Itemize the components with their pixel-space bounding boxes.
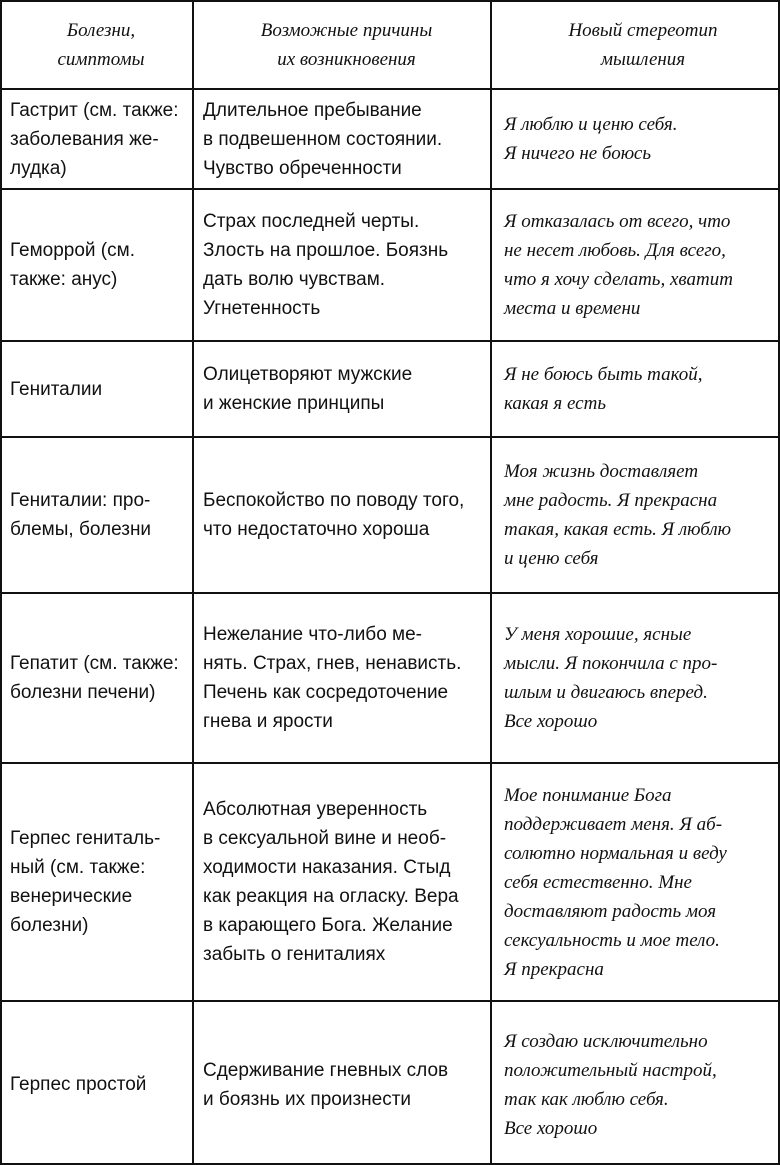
table-cell: Моя жизнь доставляет мне радость. Я прекр… (492, 438, 778, 594)
cell-line: Мое понимание Бога (504, 784, 672, 806)
table-cell: Мое понимание Бога поддерживает меня. Я а… (492, 764, 778, 1002)
table-cell: Гепатит (см. также: болезни печени) (2, 594, 194, 764)
cell-line: в сексуальной вине и необ- (203, 828, 447, 849)
cell-line: Абсолютная уверенность (203, 799, 428, 820)
header-cell: Возможные причины их возникновения (194, 2, 492, 90)
cell-line: дать волю чувствам. (203, 269, 386, 290)
cell-line: доставляют радость моя (504, 900, 717, 922)
table-cell: Гениталии: про-блемы, болезни (2, 438, 194, 594)
cell-line: Я отказалась от всего, что (504, 211, 731, 232)
cell-line: У меня хорошие, ясные (504, 624, 692, 645)
cell-line: в карающего Бога. Желание (203, 915, 453, 936)
cell-line: и женские принципы (203, 393, 385, 414)
cell-line: Нежелание что-либо ме- (203, 624, 422, 645)
cell-line: Гастрит (см. также: (10, 99, 179, 121)
cell-line: шлым и двигаюсь вперед. (504, 682, 708, 703)
cell-line: Гепатит (см. также: (10, 653, 179, 674)
header-cell: Новый стереотип мышления (492, 2, 778, 90)
cell-line: Я создаю исключительно (504, 1030, 708, 1052)
cell-line: Герпес гениталь- (10, 828, 161, 849)
cell-line: такая, какая есть. Я люблю (504, 519, 732, 540)
cell-line: Печень как сосредоточение (203, 682, 449, 703)
cell-line: сексуальность и мое тело. (504, 929, 720, 951)
cell-line: также: анус) (10, 269, 118, 290)
cell-line: Беспокойство по поводу того, (203, 490, 465, 511)
cell-line: Все хорошо (504, 1117, 598, 1139)
cell-line: болезни) (10, 915, 89, 936)
cell-line: Геморрой (см. (10, 240, 135, 261)
cell-line: Все хорошо (504, 711, 598, 732)
cell-line: венерические (10, 886, 133, 907)
cell-line: Возможные причины (260, 20, 433, 41)
cell-line: Злость на прошлое. Боязнь (203, 240, 449, 261)
cell-line: что я хочу сделать, хватит (504, 269, 733, 290)
cell-line: как реакция на огласку. Вера (203, 886, 459, 907)
cell-line: гнева и ярости (203, 711, 333, 732)
table-cell: Нежелание что-либо ме-нять. Страх, гнев,… (194, 594, 492, 764)
cell-line: Чувство обреченности (203, 157, 402, 179)
cell-line: Длительное пребывание (203, 99, 422, 121)
cell-line: и боязнь их произнести (203, 1088, 412, 1110)
table-cell: Гастрит (см. также: заболевания же-лудка) (2, 90, 194, 190)
cell-line: Болезни, (66, 20, 136, 41)
cell-line: Гениталии (10, 378, 103, 400)
cell-line: места и времени (504, 298, 641, 319)
cell-line: ный (см. также: (10, 857, 146, 878)
cell-line: Я ничего не боюсь (504, 143, 651, 164)
cell-line: что недостаточно хороша (203, 519, 430, 540)
cell-line: Новый стереотип (568, 20, 718, 41)
table-cell: Олицетворяют мужские и женские принципы (194, 342, 492, 438)
table-cell: У меня хорошие, ясные мысли. Я покончила … (492, 594, 778, 764)
table-cell: Беспокойство по поводу того, что недостат… (194, 438, 492, 594)
cell-line: симптомы (57, 49, 145, 70)
cell-line: болезни печени) (10, 682, 156, 703)
cell-line: Герпес простой (10, 1074, 147, 1095)
cell-line: Угнетенность (203, 298, 321, 319)
cell-line: Гениталии: про- (10, 490, 151, 511)
cell-line: мысли. Я покончила с про- (504, 653, 718, 674)
table-cell: Герпес простой (2, 1002, 194, 1163)
table-cell: Я создаю исключительно положительный наст… (492, 1002, 778, 1163)
cell-line: в подвешенном состоянии. (203, 128, 443, 150)
cell-line: Страх последней черты. (203, 211, 420, 232)
cell-line: себя естественно. Мне (504, 871, 692, 893)
cell-line: мышления (600, 49, 686, 70)
cell-line: солютно нормальная и веду (504, 842, 727, 864)
table-cell: Абсолютная уверенность в сексуальной вине… (194, 764, 492, 1002)
cell-line: положительный настрой, (504, 1059, 717, 1081)
table-cell: Страх последней черты. Злость на прошлое.… (194, 190, 492, 342)
cell-line: мне радость. Я прекрасна (504, 490, 718, 511)
table-cell: Я люблю и ценю себя. Я ничего не боюсь (492, 90, 778, 190)
cell-line: заболевания же- (10, 128, 159, 150)
cell-line: их возникновения (277, 49, 416, 70)
cell-line: Сдерживание гневных слов (203, 1059, 449, 1081)
cell-line: забыть о гениталиях (203, 944, 386, 965)
cell-line: и ценю себя (504, 548, 599, 569)
cell-line: Олицетворяют мужские (203, 364, 413, 385)
cell-line: Моя жизнь доставляет (504, 461, 699, 482)
cell-line: нять. Страх, гнев, ненависть. (203, 653, 462, 674)
cell-line: ходимости наказания. Стыд (203, 857, 451, 878)
table-cell: Сдерживание гневных слов и боязнь их прои… (194, 1002, 492, 1163)
cell-line: Я не боюсь быть такой, (504, 364, 703, 385)
header-cell: Болезни, симптомы (2, 2, 194, 90)
table-cell: Я не боюсь быть такой, какая я есть (492, 342, 778, 438)
cell-line: Я люблю и ценю себя. (504, 114, 678, 135)
table-cell: Герпес гениталь-ный (см. также: венеричес… (2, 764, 194, 1002)
table-cell: Геморрой (см. также: анус) (2, 190, 194, 342)
table-cell: Я отказалась от всего, что не несет любов… (492, 190, 778, 342)
cell-line: так как люблю себя. (504, 1088, 669, 1110)
cell-line: не несет любовь. Для всего, (504, 240, 726, 261)
cell-line: блемы, болезни (10, 519, 152, 540)
table-cell: Гениталии (2, 342, 194, 438)
table-cell: Длительное пребывание в подвешенном состо… (194, 90, 492, 190)
cell-line: какая я есть (504, 393, 606, 414)
cell-line: лудка) (10, 157, 67, 179)
cell-line: Я прекрасна (504, 958, 604, 980)
cell-line: поддерживает меня. Я аб- (504, 813, 723, 835)
